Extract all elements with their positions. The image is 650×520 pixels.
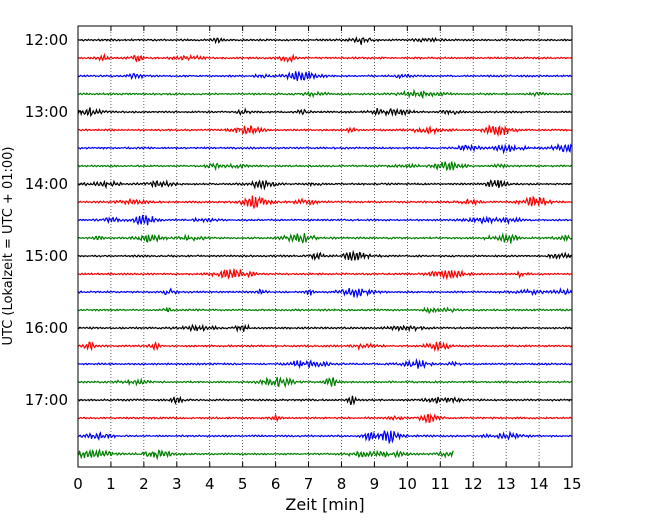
trace-line [77, 395, 572, 406]
trace-line [77, 448, 454, 461]
trace-line [77, 161, 572, 172]
trace-line [77, 123, 572, 138]
x-tick-label: 15 [562, 475, 581, 493]
y-axis: 12:00 13:00 14:00 15:00 16:00 17:00 [25, 31, 572, 409]
y-tick-label: 15:00 [25, 247, 68, 265]
trace-line [77, 52, 572, 64]
x-tick-label: 0 [73, 475, 83, 493]
x-tick-label: 1 [106, 475, 116, 493]
x-tick-label: 12 [464, 475, 483, 493]
trace-line [77, 214, 572, 226]
y-tick-label: 12:00 [25, 31, 68, 49]
trace-line [77, 287, 573, 299]
trace-group [77, 36, 573, 461]
x-tick-label: 5 [238, 475, 248, 493]
y-tick-label: 16:00 [25, 319, 68, 337]
y-tick-label: 17:00 [25, 391, 68, 409]
x-tick-label: 11 [431, 475, 450, 493]
x-tick-label: 4 [205, 475, 215, 493]
trace-line [77, 412, 572, 424]
trace-line [77, 268, 572, 281]
trace-line [77, 341, 573, 353]
trace-line [77, 107, 572, 118]
x-tick-label: 6 [271, 475, 281, 493]
x-axis-label: Zeit [min] [285, 495, 364, 514]
x-tick-label: 10 [398, 475, 417, 493]
trace-line [77, 430, 572, 445]
y-axis-label: UTC (Lokalzeit = UTC + 01:00) [1, 147, 16, 346]
x-tick-label: 2 [139, 475, 149, 493]
x-tick-label: 8 [337, 475, 347, 493]
trace-line [77, 232, 573, 244]
trace-line [77, 178, 572, 191]
x-tick-label: 14 [530, 475, 549, 493]
x-tick-label: 7 [304, 475, 314, 493]
y-tick-label: 13:00 [25, 103, 68, 121]
x-tick-label: 13 [497, 475, 516, 493]
trace-line [77, 357, 573, 370]
trace-line [77, 36, 572, 45]
trace-line [77, 323, 572, 333]
trace-line [77, 70, 572, 81]
trace-line [77, 376, 572, 389]
y-tick-label: 14:00 [25, 175, 68, 193]
trace-line [77, 249, 572, 261]
x-axis: 0 1 2 3 4 5 6 7 8 9 10 11 12 13 14 15 [73, 26, 582, 493]
trace-line [77, 142, 573, 155]
trace-line [77, 88, 572, 100]
trace-line [77, 195, 572, 210]
x-tick-label: 9 [370, 475, 380, 493]
x-tick-label: 3 [172, 475, 182, 493]
trace-line [77, 306, 572, 315]
plot-frame [77, 25, 573, 468]
